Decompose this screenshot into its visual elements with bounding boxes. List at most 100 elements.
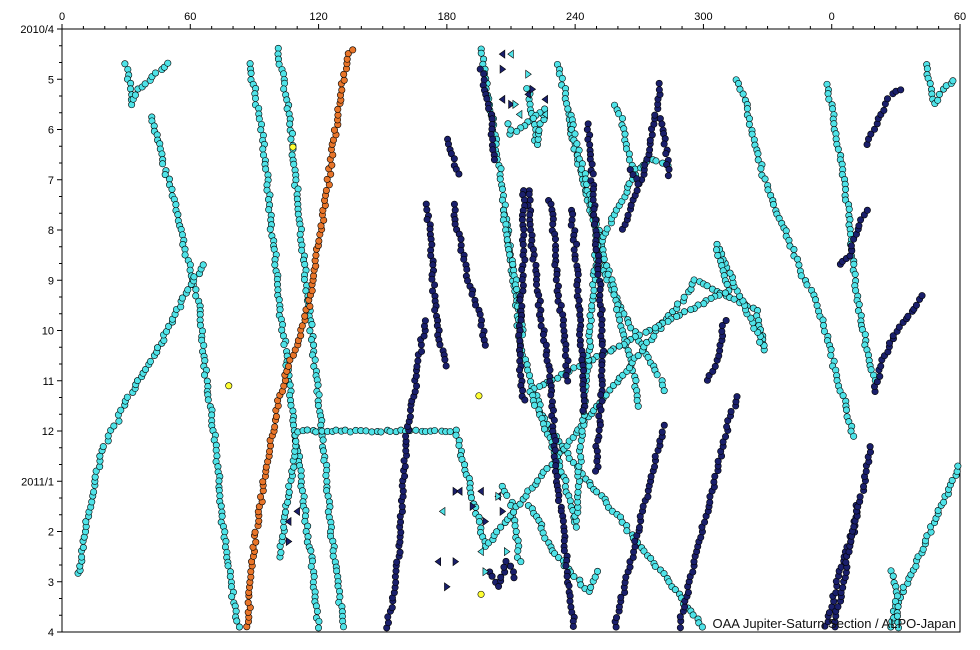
dark-circle-point xyxy=(517,372,525,380)
dark-circle-point xyxy=(553,472,561,480)
orange-circle-point xyxy=(286,356,294,364)
dark-circle-point xyxy=(423,206,431,214)
dark-circle-point xyxy=(889,332,897,340)
yellow-circle-point xyxy=(475,392,483,400)
cyan-circle-point xyxy=(271,261,279,269)
dark-circle-point xyxy=(442,362,450,370)
cyan-circle-point xyxy=(569,459,577,467)
dark-circle-point xyxy=(406,413,414,421)
cyan-circle-point xyxy=(633,397,641,405)
cyan-circle-point xyxy=(308,320,316,328)
dark-triangle-point xyxy=(508,99,515,109)
cyan-circle-point xyxy=(215,477,223,485)
dark-circle-point xyxy=(547,391,555,399)
cyan-circle-point xyxy=(652,157,660,165)
dark-circle-point xyxy=(912,301,920,309)
dark-triangle-point xyxy=(284,516,292,527)
dark-circle-point xyxy=(842,558,850,566)
cyan-circle-point xyxy=(311,356,319,364)
dark-circle-point xyxy=(895,323,903,331)
dark-circle-point xyxy=(588,160,596,168)
dark-circle-point xyxy=(476,65,484,73)
cyan-circle-point xyxy=(586,337,594,345)
dark-triangle-point xyxy=(499,506,507,516)
dark-circle-point xyxy=(711,362,719,370)
dark-circle-point xyxy=(402,432,410,440)
cyan-circle-point xyxy=(621,130,629,138)
orange-circle-point xyxy=(257,493,265,501)
cyan-circle-point xyxy=(934,507,942,515)
cyan-circle-point xyxy=(339,623,347,631)
dark-circle-point xyxy=(550,416,558,424)
dark-circle-point xyxy=(596,286,604,294)
dark-circle-point xyxy=(575,296,583,304)
cyan-circle-point xyxy=(386,427,394,435)
dark-circle-point xyxy=(476,310,484,318)
cyan-triangle-point xyxy=(512,99,519,109)
orange-circle-point xyxy=(301,312,309,320)
cyan-circle-point xyxy=(275,60,283,68)
dark-circle-point xyxy=(396,548,404,556)
cyan-circle-point xyxy=(673,313,681,321)
cyan-circle-point xyxy=(265,206,273,214)
cyan-circle-point xyxy=(829,105,837,113)
cyan-circle-point xyxy=(296,230,304,238)
dark-circle-point xyxy=(563,572,571,580)
dark-circle-point xyxy=(472,301,480,309)
dark-circle-point xyxy=(457,235,465,243)
cyan-circle-point xyxy=(618,114,626,122)
cyan-circle-point xyxy=(577,453,585,461)
orange-circle-point xyxy=(330,126,338,134)
cyan-circle-point xyxy=(616,316,624,324)
cyan-circle-point xyxy=(201,371,209,379)
dark-circle-point xyxy=(597,406,605,414)
cyan-circle-point xyxy=(192,286,200,294)
y-tick-label: 12 xyxy=(42,426,54,438)
dark-circle-point xyxy=(658,428,666,436)
dark-circle-point xyxy=(584,120,592,128)
dark-circle-point xyxy=(525,190,533,198)
cyan-circle-point xyxy=(277,549,285,557)
y-tick-label: 10 xyxy=(42,326,54,338)
cyan-circle-point xyxy=(286,120,294,128)
cyan-circle-point xyxy=(259,145,267,153)
dark-circle-point xyxy=(617,593,625,601)
dark-circle-point xyxy=(714,457,722,465)
cyan-circle-point xyxy=(174,211,182,219)
cyan-circle-point xyxy=(819,322,827,330)
cyan-circle-point xyxy=(712,246,720,254)
x-tick-label: 300 xyxy=(694,11,712,23)
orange-circle-point xyxy=(338,86,346,94)
cyan-circle-point xyxy=(894,624,902,632)
dark-circle-point xyxy=(565,582,573,590)
cyan-circle-point xyxy=(224,562,232,570)
cyan-circle-point xyxy=(566,497,574,505)
chart-marks xyxy=(74,44,962,632)
orange-circle-point xyxy=(271,423,279,431)
dark-circle-point xyxy=(593,231,601,239)
dark-circle-point xyxy=(551,235,559,243)
orange-circle-point xyxy=(306,302,314,310)
dark-circle-point xyxy=(546,366,554,374)
cyan-circle-point xyxy=(123,393,131,401)
dark-circle-point xyxy=(635,523,643,531)
cyan-circle-point xyxy=(280,341,288,349)
cyan-circle-point xyxy=(115,417,123,425)
dark-circle-point xyxy=(676,613,684,621)
cyan-circle-point xyxy=(79,543,87,551)
dark-circle-point xyxy=(539,331,547,339)
dark-triangle-point xyxy=(455,486,463,496)
dark-circle-point xyxy=(520,225,528,233)
cyan-circle-point xyxy=(812,296,820,304)
cyan-circle-point xyxy=(585,362,593,370)
dark-circle-point xyxy=(384,613,392,621)
dark-circle-point xyxy=(398,503,406,511)
cyan-circle-point xyxy=(517,558,525,566)
cyan-circle-point xyxy=(623,527,631,535)
cyan-circle-point xyxy=(127,85,135,93)
cyan-circle-point xyxy=(315,391,323,399)
dark-circle-point xyxy=(624,211,632,219)
cyan-circle-point xyxy=(586,312,594,320)
dark-circle-point xyxy=(521,196,529,204)
cyan-circle-point xyxy=(687,306,695,314)
